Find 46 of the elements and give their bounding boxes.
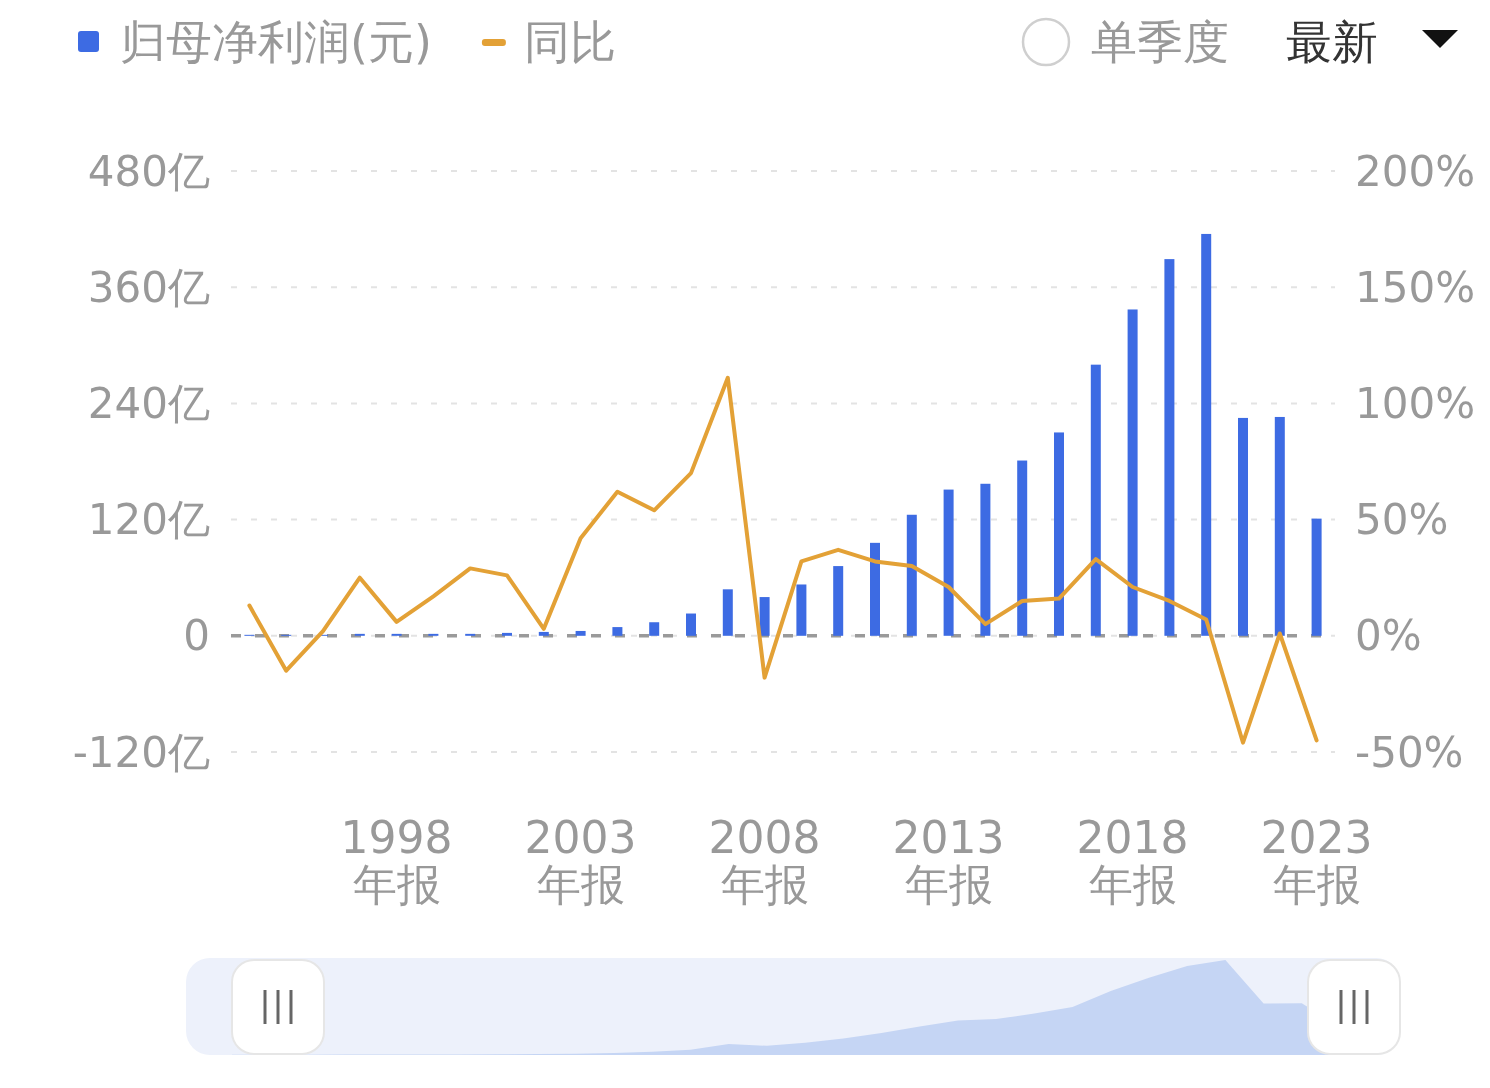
bar	[649, 622, 660, 636]
text: 单季度	[1091, 15, 1229, 69]
bar	[1274, 416, 1285, 636]
text: 最新	[1286, 15, 1378, 69]
y-tick-label: 480亿	[87, 146, 210, 196]
bar	[1127, 309, 1138, 636]
bar	[943, 489, 954, 636]
line-series	[247, 375, 1319, 745]
y2-tick-label: -50%	[1355, 727, 1464, 777]
y2-tick-label: 50%	[1355, 495, 1449, 545]
bar	[980, 483, 991, 636]
y2-tick-label: 100%	[1355, 378, 1476, 428]
bar	[722, 589, 733, 636]
x-tick-label: 1998 年报	[340, 812, 453, 910]
bar	[1238, 417, 1248, 636]
bar	[796, 584, 807, 636]
bar	[759, 597, 770, 636]
x-tick-label: 2008 年报	[708, 812, 821, 910]
bar	[502, 632, 512, 636]
bar	[686, 613, 696, 636]
y2-tick-label: 200%	[1355, 146, 1476, 196]
bar	[1017, 460, 1028, 636]
y-tick-label: 0	[183, 611, 210, 661]
bar	[906, 514, 917, 636]
y-tick-label: 360亿	[87, 262, 210, 312]
legend-label: 归母净利润(元)	[120, 15, 432, 69]
x-tick-label: 2003 年报	[524, 812, 637, 910]
y-tick-label: 120亿	[87, 495, 210, 545]
bar	[575, 630, 586, 636]
y-tick-label: 240亿	[87, 378, 210, 428]
bar	[1311, 518, 1322, 636]
bar	[1164, 259, 1175, 636]
bar	[612, 627, 623, 636]
bar	[1054, 432, 1064, 636]
x-tick-label: 2018 年报	[1076, 812, 1189, 910]
x-tick-label: 2013 年报	[892, 812, 1005, 910]
legend-label: 同比	[523, 15, 616, 69]
y2-tick-label: 0%	[1355, 611, 1422, 661]
bar	[1090, 364, 1101, 636]
bar	[538, 631, 549, 636]
y2-tick-label: 150%	[1355, 262, 1476, 312]
bar	[870, 542, 880, 636]
x-tick-label: 2023 年报	[1260, 812, 1373, 910]
y-tick-label: -120亿	[72, 727, 210, 777]
bar	[1201, 233, 1212, 636]
bar	[833, 566, 844, 636]
